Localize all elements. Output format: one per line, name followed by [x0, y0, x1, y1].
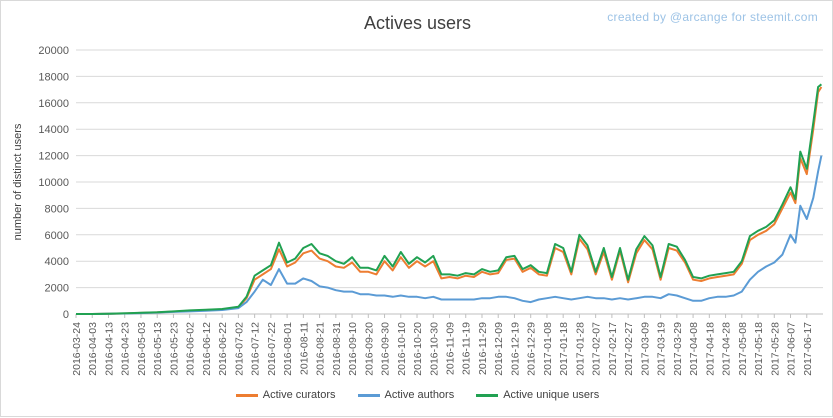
- x-tick-label: 2016-09-30: [380, 322, 392, 376]
- x-tick-label: 2016-10-20: [412, 322, 424, 376]
- x-tick-label: 2017-05-08: [737, 322, 749, 376]
- y-tick-label: 14000: [38, 124, 69, 136]
- legend-swatch: [476, 393, 499, 397]
- x-tick-label: 2016-07-02: [233, 322, 245, 376]
- x-tick-label: 2016-12-29: [526, 322, 538, 376]
- x-tick-label: 2016-08-11: [298, 322, 310, 375]
- y-tick-label: 18000: [38, 71, 69, 83]
- y-tick-label: 16000: [38, 98, 69, 110]
- x-tick-label: 2017-02-17: [607, 322, 619, 376]
- y-tick-label: 10000: [38, 177, 69, 189]
- x-tick-label: 2016-11-29: [477, 322, 489, 375]
- legend-swatch: [235, 393, 258, 397]
- x-tick-label: 2016-10-30: [428, 322, 440, 376]
- x-tick-label: 2017-05-28: [769, 322, 781, 376]
- x-tick-label: 2016-09-20: [363, 322, 375, 376]
- x-tick-label: 2016-04-13: [103, 322, 115, 376]
- legend-label: Active curators: [262, 389, 336, 401]
- legend-item-1: Active curators: [235, 389, 336, 401]
- x-tick-label: 2016-04-03: [87, 322, 99, 376]
- x-axis: 2016-03-24 2016-04-03 2016-04-13 2016-04-23…: [71, 314, 814, 376]
- y-tick-label: 0: [63, 309, 69, 321]
- x-tick-label: 2016-11-09: [445, 322, 457, 375]
- y-tick-label: 4000: [45, 256, 69, 268]
- series-lines: [76, 83, 823, 315]
- x-tick-label: 2017-03-19: [656, 322, 668, 376]
- x-tick-label: 2017-06-07: [786, 322, 798, 376]
- x-tick-label: 2016-12-19: [509, 322, 521, 376]
- x-tick-label: 2016-10-10: [396, 322, 408, 376]
- x-tick-label: 2017-02-07: [591, 322, 603, 376]
- x-tick-label: 2016-08-01: [282, 322, 294, 376]
- x-tick-label: 2017-06-17: [802, 322, 814, 376]
- y-tick-label: 2000: [45, 283, 69, 295]
- y-axis: 0 2000 4000 6000 8000 10000 12000 14000 16000 180…: [38, 45, 69, 321]
- x-tick-label: 2016-07-22: [266, 322, 278, 376]
- x-tick-label: 2016-05-03: [136, 322, 148, 376]
- legend: Active curators Active authors Active uniq…: [1, 389, 833, 401]
- x-tick-label: 2017-04-08: [688, 322, 700, 376]
- y-tick-label: 6000: [45, 230, 69, 242]
- x-tick-label: 2017-04-18: [704, 322, 716, 376]
- x-tick-label: 2016-04-23: [120, 322, 132, 376]
- x-tick-label: 2016-05-13: [152, 322, 164, 376]
- y-tick-label: 20000: [38, 45, 69, 57]
- x-tick-label: 2017-01-18: [558, 322, 570, 376]
- x-tick-label: 2016-09-10: [347, 322, 359, 376]
- legend-swatch: [357, 393, 380, 397]
- x-tick-label: 2017-03-09: [639, 322, 651, 376]
- series-line-3: [76, 83, 823, 315]
- x-tick-label: 2016-12-09: [493, 322, 505, 376]
- x-tick-label: 2017-01-08: [542, 322, 554, 376]
- x-tick-label: 2016-08-21: [315, 322, 327, 376]
- y-axis-label: number of distinct users: [12, 123, 24, 240]
- legend-item-2: Active authors: [357, 389, 455, 401]
- x-tick-label: 2016-07-12: [250, 322, 262, 376]
- x-tick-label: 2016-06-22: [217, 322, 229, 376]
- x-tick-label: 2016-08-31: [331, 322, 343, 376]
- x-tick-label: 2016-06-02: [185, 322, 197, 376]
- x-tick-label: 2016-03-24: [71, 322, 83, 376]
- x-tick-label: 2016-11-19: [461, 322, 473, 375]
- y-tick-label: 12000: [38, 151, 69, 163]
- x-tick-label: 2016-05-23: [168, 322, 180, 376]
- credit-text: created by @arcange for steemit.com: [607, 10, 818, 24]
- legend-item-3: Active unique users: [476, 389, 599, 401]
- x-tick-label: 2017-01-28: [574, 322, 586, 376]
- x-tick-label: 2017-03-29: [672, 322, 684, 376]
- gridlines: [76, 49, 823, 315]
- y-tick-label: 8000: [45, 203, 69, 215]
- chart-title: Actives users: [363, 13, 472, 33]
- legend-label: Active authors: [384, 389, 455, 401]
- series-line-2: [76, 155, 823, 315]
- x-tick-label: 2016-06-12: [201, 322, 213, 376]
- x-tick-label: 2017-05-18: [753, 322, 765, 376]
- legend-label: Active unique users: [503, 389, 600, 401]
- series-line-1: [76, 86, 823, 315]
- x-tick-label: 2017-02-27: [623, 322, 635, 376]
- x-tick-label: 2017-04-28: [721, 322, 733, 376]
